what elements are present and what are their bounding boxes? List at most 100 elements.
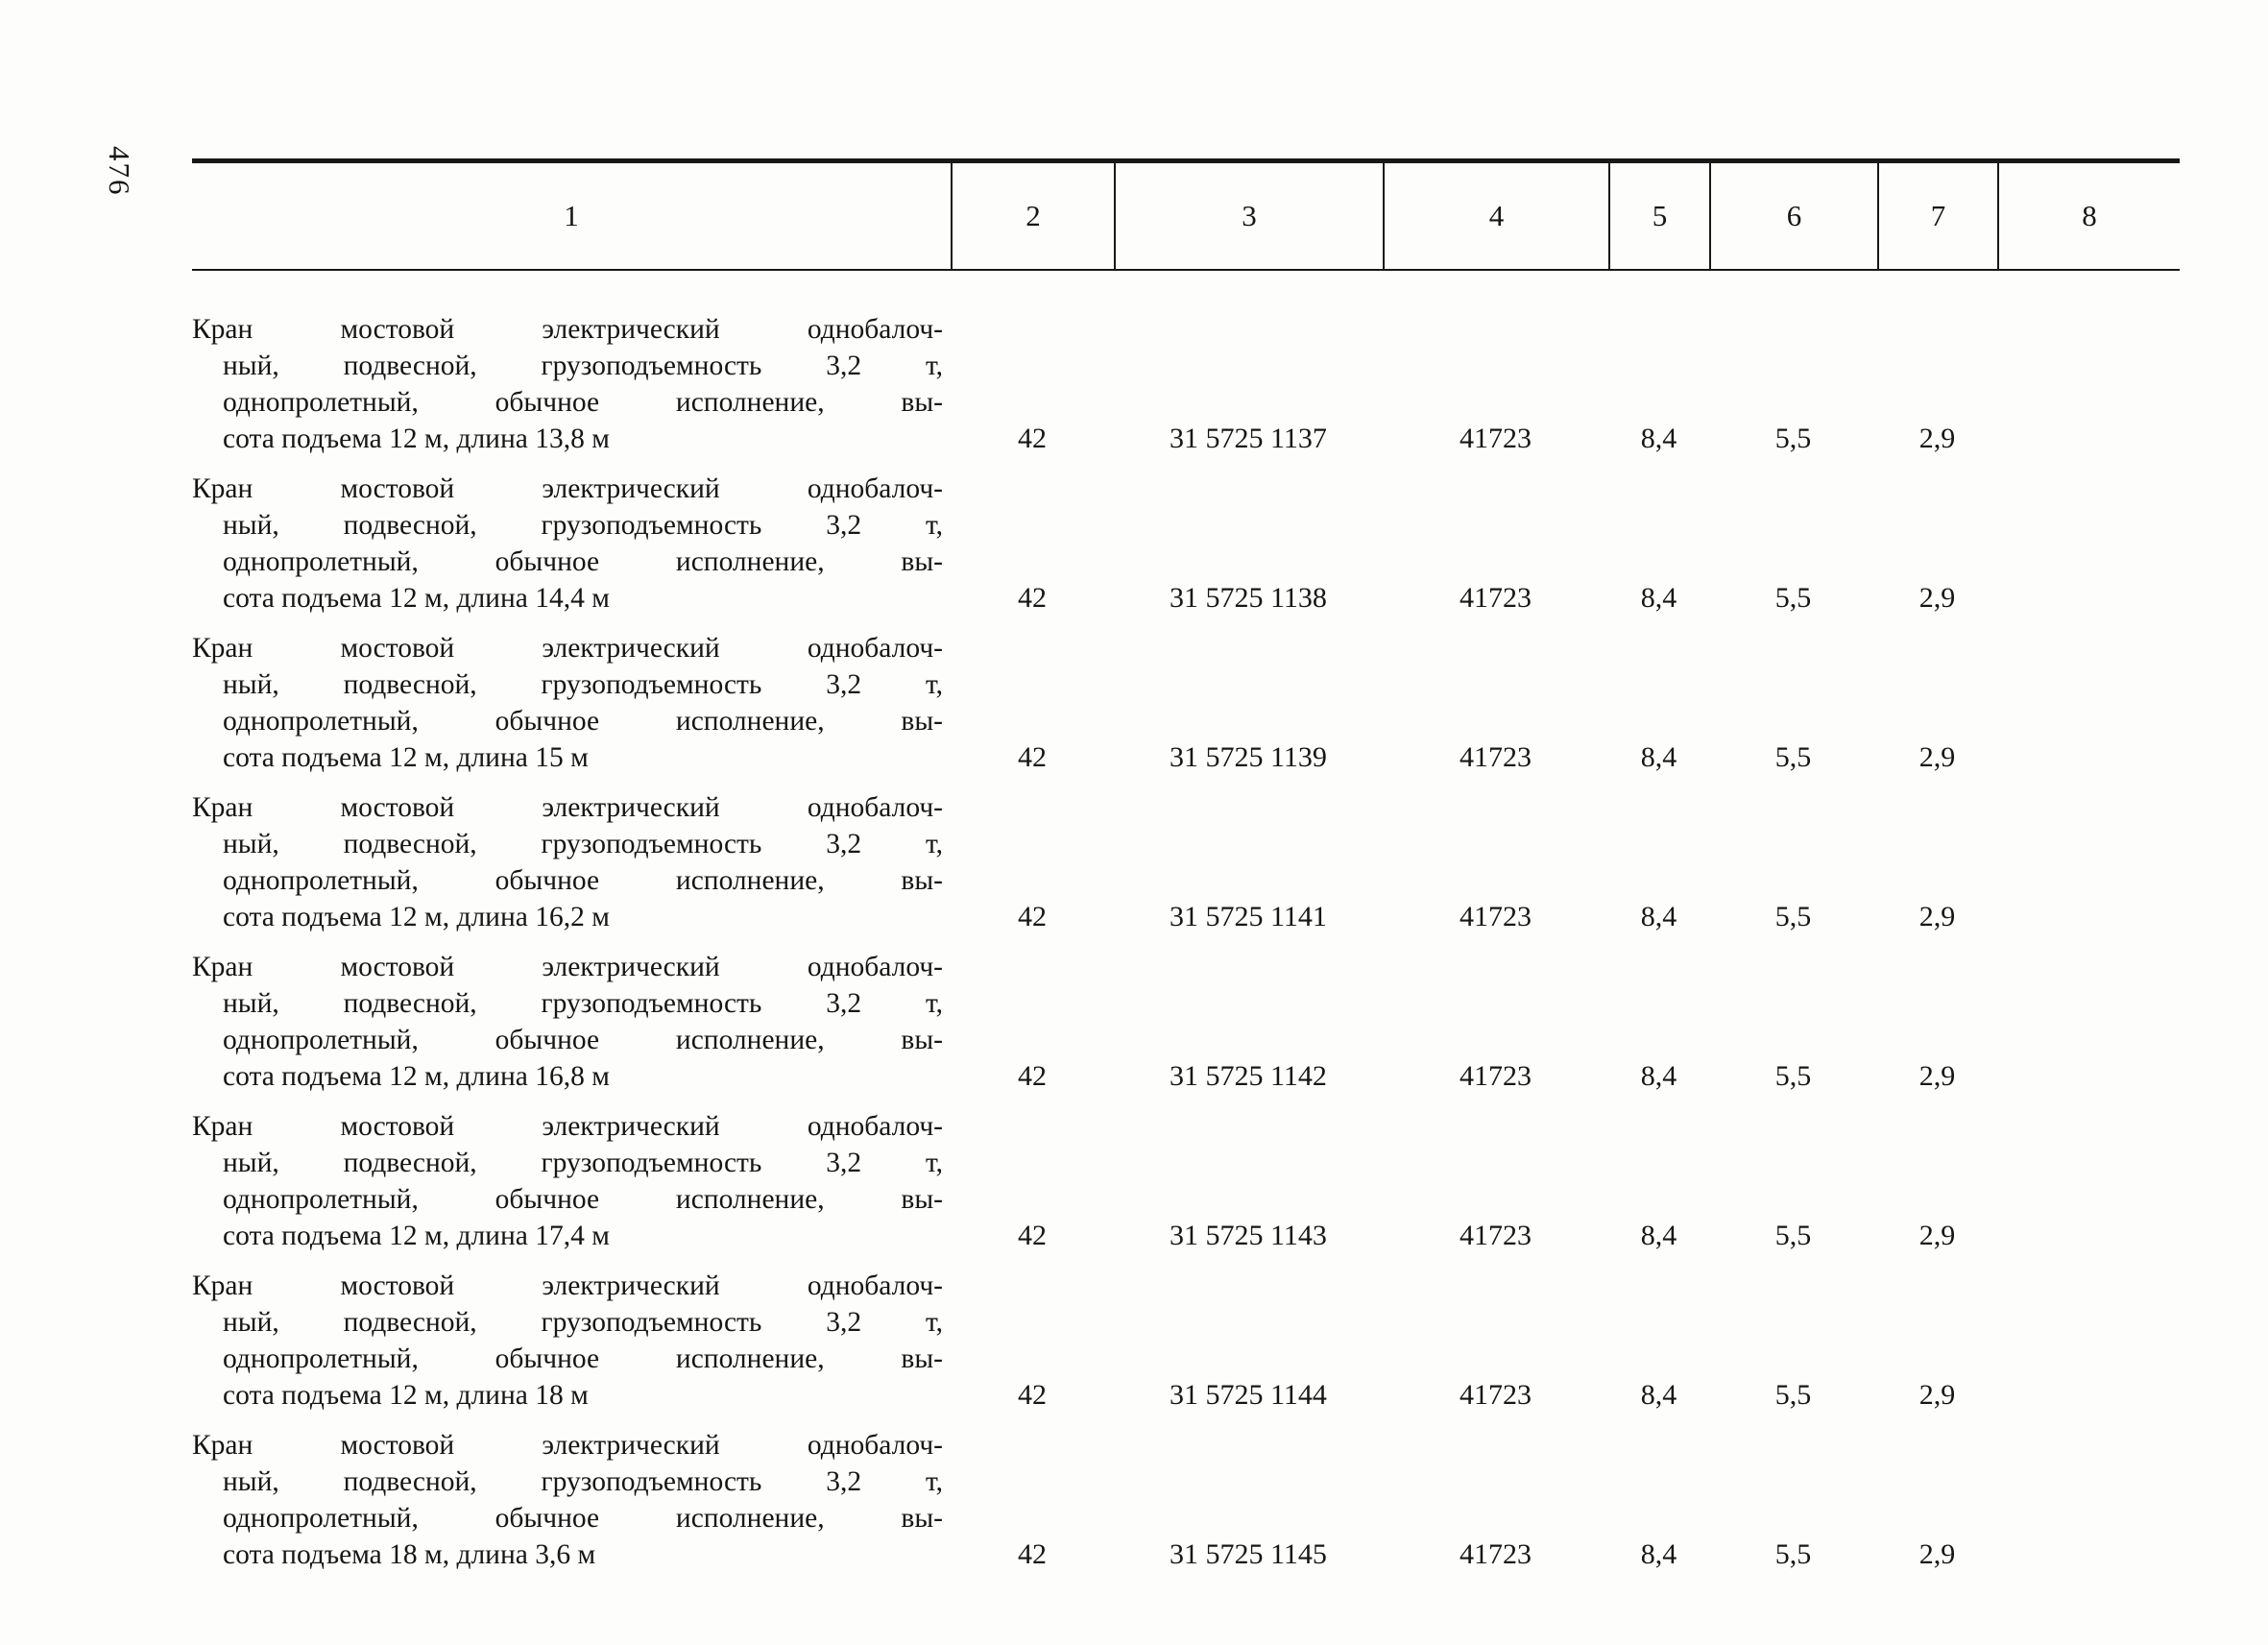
description-line: Кран мостовой электрический однобалоч- bbox=[192, 952, 943, 982]
row-cell-value-6: 5,5 bbox=[1774, 1220, 1812, 1251]
row-cell-index: 41723 bbox=[1460, 582, 1532, 614]
row-cell-value-7: 2,9 bbox=[1918, 582, 1956, 614]
row-cell-value-6: 5,5 bbox=[1774, 1538, 1812, 1570]
row-cell-code: 31 5725 1141 bbox=[1170, 901, 1327, 932]
row-cell-index: 41723 bbox=[1460, 1220, 1532, 1251]
row-cell-value-5: 8,4 bbox=[1640, 423, 1677, 454]
row-cell-quantity: 42 bbox=[1018, 582, 1047, 614]
row-cell-index: 41723 bbox=[1460, 901, 1532, 932]
row-cell-value-5: 8,4 bbox=[1640, 901, 1677, 932]
description-line: ный, подвесной, грузоподъемность 3,2 т, bbox=[223, 351, 943, 381]
description-line: однопролетный, обычное исполнение, вы- bbox=[223, 546, 943, 577]
row-cell-value-7: 2,9 bbox=[1918, 1220, 1956, 1251]
description-line: ный, подвесной, грузоподъемность 3,2 т, bbox=[223, 1466, 943, 1497]
row-cell-code: 31 5725 1137 bbox=[1170, 423, 1327, 454]
row-description: Кран мостовой электрический однобалоч-ны… bbox=[192, 311, 951, 457]
page-number: 476 bbox=[103, 146, 136, 197]
description-line: однопролетный, обычное исполнение, вы- bbox=[223, 865, 943, 896]
col-header-1: 1 bbox=[564, 199, 579, 232]
description-line: однопролетный, обычное исполнение, вы- bbox=[223, 1025, 943, 1055]
description-line: Кран мостовой электрический однобалоч- bbox=[192, 633, 943, 664]
table-row: Кран мостовой электрический однобалоч-ны… bbox=[192, 1268, 2180, 1414]
table-header-row: 1 2 3 4 5 6 7 8 bbox=[192, 158, 2180, 271]
row-cell-code: 31 5725 1143 bbox=[1170, 1220, 1327, 1251]
row-cell-value-7: 2,9 bbox=[1918, 1538, 1956, 1570]
description-line: Кран мостовой электрический однобалоч- bbox=[192, 473, 943, 504]
table-row: Кран мостовой электрический однобалоч-ны… bbox=[192, 789, 2180, 935]
col-header-2: 2 bbox=[951, 163, 1114, 269]
description-line: Кран мостовой электрический однобалоч- bbox=[192, 1111, 943, 1142]
row-description: Кран мостовой электрический однобалоч-ны… bbox=[192, 630, 951, 776]
row-cell-value-5: 8,4 bbox=[1640, 741, 1677, 773]
description-line: однопролетный, обычное исполнение, вы- bbox=[223, 1184, 943, 1215]
description-line: Кран мостовой электрический однобалоч- bbox=[192, 1270, 943, 1301]
description-line: однопролетный, обычное исполнение, вы- bbox=[223, 1343, 943, 1374]
row-description: Кран мостовой электрический однобалоч-ны… bbox=[192, 789, 951, 935]
row-cell-code: 31 5725 1138 bbox=[1170, 582, 1327, 614]
table-row: Кран мостовой электрический однобалоч-ны… bbox=[192, 949, 2180, 1095]
row-cell-index: 41723 bbox=[1460, 1060, 1532, 1092]
row-description: Кран мостовой электрический однобалоч-ны… bbox=[192, 949, 951, 1095]
row-cell-value-6: 5,5 bbox=[1774, 1379, 1812, 1411]
description-line: ный, подвесной, грузоподъемность 3,2 т, bbox=[223, 1148, 943, 1178]
row-cell-index: 41723 bbox=[1460, 423, 1532, 454]
table-row: Кран мостовой электрический однобалоч-ны… bbox=[192, 311, 2180, 457]
description-line: ный, подвесной, грузоподъемность 3,2 т, bbox=[223, 829, 943, 859]
description-line: сота подъема 12 м, длина 13,8 м bbox=[223, 423, 610, 454]
row-cell-code: 31 5725 1142 bbox=[1170, 1060, 1327, 1092]
col-header-7: 7 bbox=[1877, 163, 1997, 269]
row-cell-value-7: 2,9 bbox=[1918, 741, 1956, 773]
row-cell-value-7: 2,9 bbox=[1918, 423, 1956, 454]
table-row: Кран мостовой электрический однобалоч-ны… bbox=[192, 1108, 2180, 1254]
table-body: Кран мостовой электрический однобалоч-ны… bbox=[192, 311, 2180, 1573]
row-cell-value-7: 2,9 bbox=[1918, 1379, 1956, 1411]
description-line: сота подъема 12 м, длина 17,4 м bbox=[223, 1221, 610, 1251]
description-line: сота подъема 12 м, длина 16,8 м bbox=[223, 1061, 610, 1092]
row-cell-value-5: 8,4 bbox=[1640, 1060, 1677, 1092]
description-line: сота подъема 12 м, длина 14,4 м bbox=[223, 583, 610, 614]
description-line: сота подъема 18 м, длина 3,6 м bbox=[223, 1539, 596, 1570]
col-header-4: 4 bbox=[1383, 163, 1608, 269]
row-cell-value-5: 8,4 bbox=[1640, 1220, 1677, 1251]
table-row: Кран мостовой электрический однобалоч-ны… bbox=[192, 1427, 2180, 1573]
row-description: Кран мостовой электрический однобалоч-ны… bbox=[192, 1268, 951, 1414]
row-cell-quantity: 42 bbox=[1018, 1379, 1047, 1411]
table-row: Кран мостовой электрический однобалоч-ны… bbox=[192, 471, 2180, 617]
row-cell-value-5: 8,4 bbox=[1640, 1538, 1677, 1570]
row-cell-value-5: 8,4 bbox=[1640, 582, 1677, 614]
row-description: Кран мостовой электрический однобалоч-ны… bbox=[192, 471, 951, 617]
description-line: ный, подвесной, грузоподъемность 3,2 т, bbox=[223, 1307, 943, 1338]
description-line: Кран мостовой электрический однобалоч- bbox=[192, 1430, 943, 1461]
row-description: Кран мостовой электрический однобалоч-ны… bbox=[192, 1427, 951, 1573]
col-header-5: 5 bbox=[1608, 163, 1709, 269]
col-header-3: 3 bbox=[1114, 163, 1383, 269]
row-cell-value-5: 8,4 bbox=[1640, 1379, 1677, 1411]
row-cell-value-6: 5,5 bbox=[1774, 1060, 1812, 1092]
row-cell-value-6: 5,5 bbox=[1774, 423, 1812, 454]
description-line: ный, подвесной, грузоподъемность 3,2 т, bbox=[223, 510, 943, 541]
catalog-table: 1 2 3 4 5 6 7 8 Кран мостовой электричес… bbox=[192, 158, 2180, 1586]
row-cell-quantity: 42 bbox=[1018, 901, 1047, 932]
row-cell-value-6: 5,5 bbox=[1774, 741, 1812, 773]
row-cell-quantity: 42 bbox=[1018, 1060, 1047, 1092]
row-cell-quantity: 42 bbox=[1018, 423, 1047, 454]
row-cell-index: 41723 bbox=[1460, 741, 1532, 773]
table-row: Кран мостовой электрический однобалоч-ны… bbox=[192, 630, 2180, 776]
description-line: однопролетный, обычное исполнение, вы- bbox=[223, 706, 943, 737]
row-cell-value-7: 2,9 bbox=[1918, 901, 1956, 932]
row-cell-index: 41723 bbox=[1460, 1379, 1532, 1411]
row-cell-value-6: 5,5 bbox=[1774, 901, 1812, 932]
col-header-8: 8 bbox=[1997, 163, 2180, 269]
row-cell-code: 31 5725 1145 bbox=[1170, 1538, 1327, 1570]
description-line: ный, подвесной, грузоподъемность 3,2 т, bbox=[223, 669, 943, 700]
row-cell-value-6: 5,5 bbox=[1774, 582, 1812, 614]
description-line: сота подъема 12 м, длина 15 м bbox=[223, 742, 589, 773]
description-line: сота подъема 12 м, длина 18 м bbox=[223, 1380, 589, 1411]
description-line: сота подъема 12 м, длина 16,2 м bbox=[223, 902, 610, 932]
row-description: Кран мостовой электрический однобалоч-ны… bbox=[192, 1108, 951, 1254]
description-line: Кран мостовой электрический однобалоч- bbox=[192, 792, 943, 823]
row-cell-index: 41723 bbox=[1460, 1538, 1532, 1570]
description-line: однопролетный, обычное исполнение, вы- bbox=[223, 1503, 943, 1534]
row-cell-quantity: 42 bbox=[1018, 1220, 1047, 1251]
